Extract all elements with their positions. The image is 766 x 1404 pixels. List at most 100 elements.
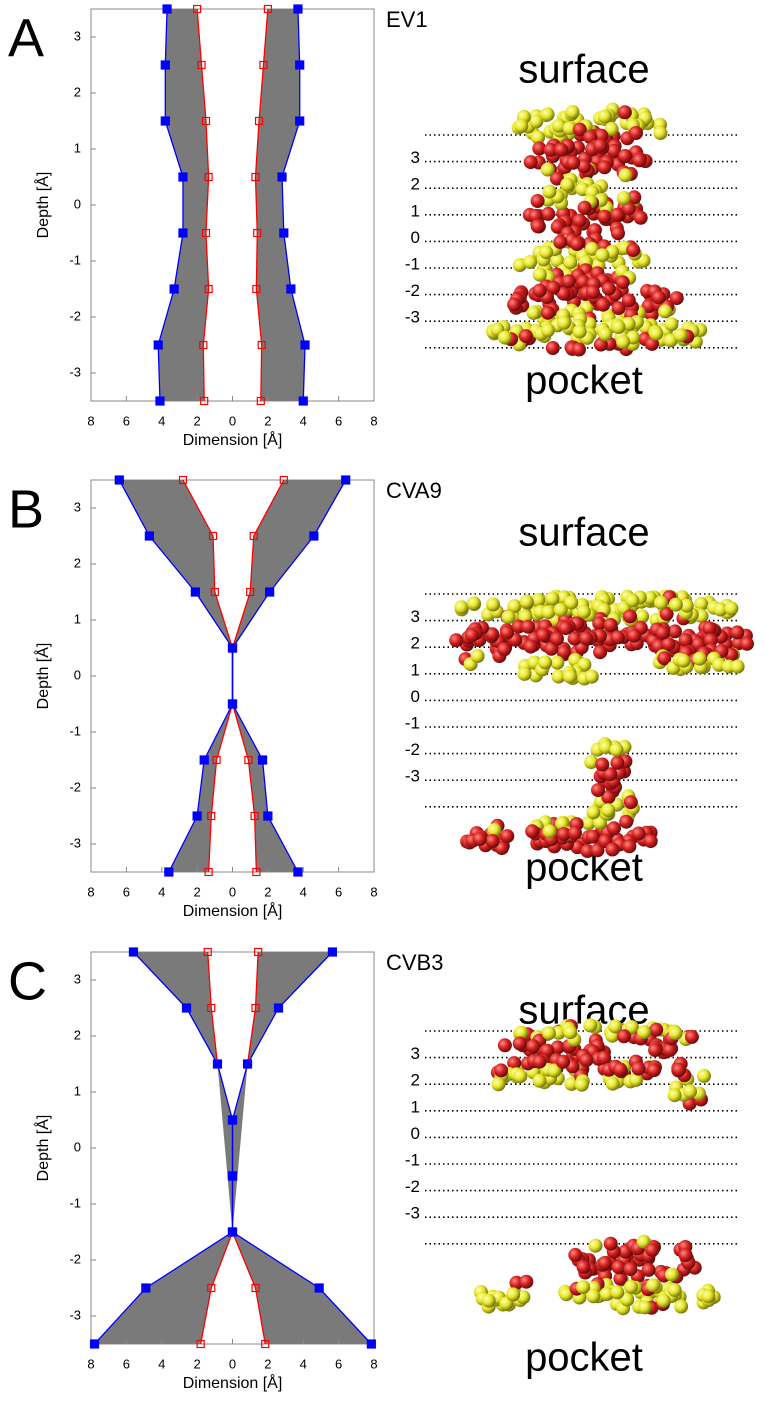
y-tick-label: -3 [69, 364, 81, 379]
atom [579, 631, 593, 645]
atom [619, 815, 633, 829]
atom [454, 600, 468, 614]
x-tick-label: 0 [229, 884, 236, 899]
atom [513, 1037, 527, 1051]
atom [550, 632, 564, 646]
point [252, 1005, 259, 1012]
atom [595, 248, 609, 262]
atom [533, 1055, 547, 1069]
point [229, 1172, 237, 1180]
atom [701, 1289, 715, 1303]
atom [598, 327, 612, 341]
atom [570, 237, 584, 251]
atom [563, 255, 577, 269]
atom [654, 596, 668, 610]
panel-letter: B [8, 479, 44, 539]
x-tick-label: 2 [194, 413, 201, 428]
x-tick-label: 6 [123, 1356, 130, 1371]
pocket-label: pocket [525, 359, 643, 403]
point [205, 174, 212, 181]
depth-label: -3 [405, 1204, 420, 1223]
atom [619, 168, 633, 182]
atom [573, 325, 587, 339]
atom [632, 827, 646, 841]
atom [668, 1283, 682, 1297]
depth-label: -1 [405, 713, 420, 732]
atom [622, 839, 636, 853]
y-tick-label: -1 [69, 723, 81, 738]
atom [598, 1256, 612, 1270]
panel-title: CVA9 [386, 478, 442, 503]
depth-label: 3 [411, 607, 420, 626]
atom [649, 327, 663, 341]
atom [632, 153, 646, 167]
point [260, 62, 267, 69]
depth-label: 2 [411, 634, 420, 653]
atom [598, 109, 612, 123]
x-tick-label: 2 [264, 884, 271, 899]
atom [668, 1088, 682, 1102]
point [200, 342, 207, 349]
x-tick-label: 6 [335, 413, 342, 428]
point [211, 589, 218, 596]
atom [465, 628, 479, 642]
atom [554, 603, 568, 617]
point [208, 1285, 215, 1292]
atom [598, 160, 612, 174]
atom [538, 655, 552, 669]
y-tick-label: -3 [69, 835, 81, 850]
atom [525, 824, 539, 838]
atom [542, 185, 556, 199]
atom [624, 1280, 638, 1294]
atom [539, 245, 553, 259]
atom [541, 306, 555, 320]
gap-fill [233, 480, 346, 872]
depth-label: -3 [405, 308, 420, 327]
x-tick-label: 4 [300, 1356, 307, 1371]
atom [526, 1039, 540, 1053]
depth-label: -1 [405, 254, 420, 273]
molecule [474, 1018, 721, 1315]
point [213, 1060, 221, 1068]
atom [541, 163, 555, 177]
y-tick-label: 0 [74, 667, 81, 682]
point [129, 948, 137, 956]
atom [679, 633, 693, 647]
atom [521, 620, 535, 634]
point [257, 398, 264, 405]
x-tick-label: 2 [194, 1356, 201, 1371]
atom [586, 830, 600, 844]
atom [586, 285, 600, 299]
atom [649, 1023, 663, 1037]
atom [497, 642, 511, 656]
x-tick-label: 4 [300, 884, 307, 899]
x-axis-label: Dimension [Å] [183, 1373, 283, 1392]
atom [679, 1248, 693, 1262]
point [163, 5, 171, 13]
atom [593, 645, 607, 659]
atom [658, 304, 672, 318]
y-tick-label: -2 [69, 779, 81, 794]
atom [623, 1262, 637, 1276]
point [165, 868, 173, 876]
point [253, 869, 260, 876]
point [142, 1284, 150, 1292]
point [342, 476, 350, 484]
y-tick-label: 2 [74, 555, 81, 570]
molecule [486, 103, 707, 357]
atom [541, 107, 555, 121]
point [315, 1284, 323, 1292]
point [229, 1116, 237, 1124]
panel-title: CVB3 [386, 950, 443, 975]
atom [524, 155, 538, 169]
point [229, 644, 237, 652]
atom [623, 609, 637, 623]
depth-label: 1 [411, 1097, 420, 1116]
panel-letter: C [8, 951, 47, 1011]
atom [498, 1038, 512, 1052]
y-axis-label: Depth [Å] [33, 643, 52, 710]
atom [486, 834, 500, 848]
point [274, 1004, 282, 1012]
figure: AEV1864202468-3-2-10123Dimension [Å]Dept… [0, 0, 766, 1404]
